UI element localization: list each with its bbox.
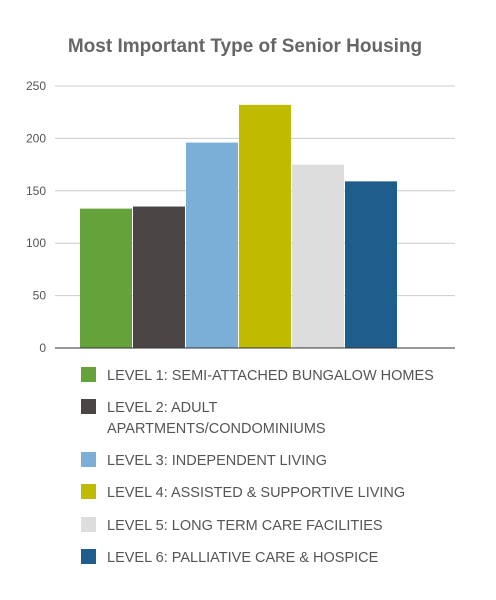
legend-label: LEVEL 1: SEMI-ATTACHED BUNGALOW HOMES xyxy=(107,368,434,384)
bars xyxy=(80,104,397,348)
legend-swatch xyxy=(81,484,96,499)
y-tick-label: 50 xyxy=(33,289,47,303)
bar xyxy=(80,208,132,348)
legend-swatch xyxy=(81,549,96,564)
y-tick-label: 0 xyxy=(39,341,46,355)
legend-label: LEVEL 2: ADULT xyxy=(107,400,218,416)
legend-swatch xyxy=(81,367,96,382)
bar xyxy=(239,104,291,348)
legend-swatch xyxy=(81,452,96,467)
legend-label: LEVEL 6: PALLIATIVE CARE & HOSPICE xyxy=(107,550,379,566)
legend-label: LEVEL 5: LONG TERM CARE FACILITIES xyxy=(107,518,383,534)
y-tick-label: 150 xyxy=(26,184,46,198)
bar xyxy=(292,164,344,348)
bar xyxy=(186,142,238,348)
y-tick-label: 200 xyxy=(26,131,46,145)
chart-title: Most Important Type of Senior Housing xyxy=(68,36,422,57)
legend-swatch xyxy=(81,517,96,532)
bar xyxy=(345,181,397,348)
legend-label: LEVEL 3: INDEPENDENT LIVING xyxy=(107,453,327,469)
legend: LEVEL 1: SEMI-ATTACHED BUNGALOW HOMES LEV… xyxy=(81,367,434,566)
y-tick-label: 100 xyxy=(26,236,46,250)
y-tick-label: 250 xyxy=(26,79,46,93)
legend-label: LEVEL 4: ASSISTED & SUPPORTIVE LIVING xyxy=(107,485,405,501)
y-axis: 0 50 100 150 200 250 xyxy=(26,79,46,355)
legend-label: APARTMENTS/CONDOMINIUMS xyxy=(107,421,326,437)
bar xyxy=(133,206,185,348)
legend-swatch xyxy=(81,399,96,414)
